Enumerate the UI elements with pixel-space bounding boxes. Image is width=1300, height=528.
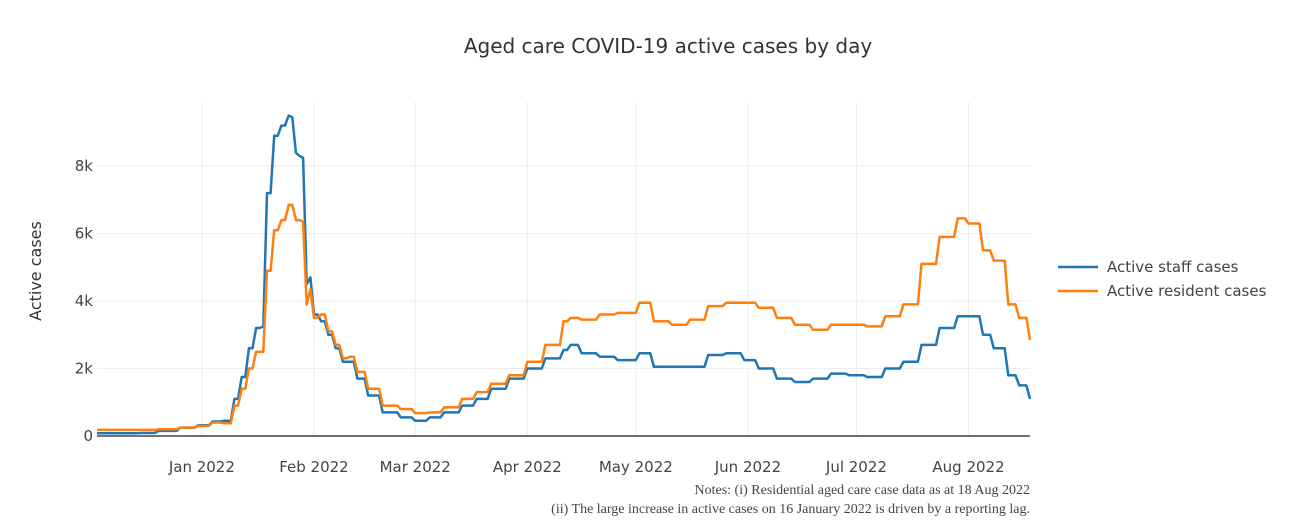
x-tick-label: Jul 2022 (825, 458, 887, 476)
note-line-2: (ii) The large increase in active cases … (551, 502, 1030, 517)
legend-item-active-resident-cases[interactable]: Active resident cases (1058, 282, 1267, 300)
y-axis-label: Active cases (26, 221, 45, 321)
y-tick-label: 0 (83, 427, 93, 445)
y-tick-label: 6k (75, 225, 94, 243)
x-tick-label: Feb 2022 (279, 458, 349, 476)
legend[interactable]: Active staff cases Active resident cases (1058, 258, 1267, 300)
y-tick-label: 4k (75, 292, 94, 310)
legend-item-active-staff-cases[interactable]: Active staff cases (1058, 258, 1239, 276)
legend-label: Active resident cases (1107, 282, 1267, 300)
y-tick-label: 2k (75, 360, 94, 378)
x-tick-label: Mar 2022 (380, 458, 451, 476)
chart-title: Aged care COVID-19 active cases by day (464, 34, 873, 58)
x-tick-label: Aug 2022 (932, 458, 1004, 476)
axes: Jan 2022 Feb 2022 Mar 2022 Apr 2022 May 2022… (75, 157, 1030, 476)
x-tick-label: May 2022 (599, 458, 673, 476)
legend-label: Active staff cases (1107, 258, 1239, 276)
x-tick-label: Jun 2022 (714, 458, 781, 476)
grid-lines (97, 102, 1030, 436)
y-tick-label: 8k (75, 157, 94, 175)
x-tick-label: Jan 2022 (168, 458, 235, 476)
series-lines (97, 114, 1032, 435)
series-line-active-staff-cases (97, 114, 1032, 435)
note-line-1: Notes: (i) Residential aged care case da… (694, 483, 1031, 498)
series-line-active-resident-cases (97, 203, 1032, 432)
x-tick-label: Apr 2022 (493, 458, 562, 476)
